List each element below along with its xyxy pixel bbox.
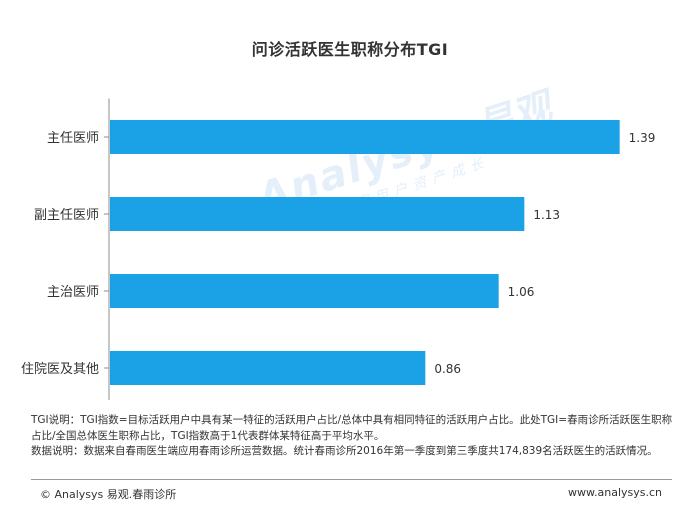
data-note: 数据说明：数据来自春雨医生端应用春雨诊所运营数据。统计春雨诊所2016年第一季度…: [31, 445, 658, 457]
bar-value-label: 1.39: [629, 131, 656, 145]
bar-value-label: 1.13: [533, 208, 560, 222]
chart-notes: TGI说明：TGI指数=目标活跃用户中具有某一特征的活跃用户占比/总体中具有相同…: [31, 413, 676, 460]
footer-divider: [31, 479, 672, 480]
y-tick-label: 主任医师: [47, 131, 99, 146]
footer-website[interactable]: www.analysys.cn: [568, 486, 662, 499]
bar: [110, 120, 620, 154]
bar: [110, 351, 426, 385]
footer-copyright: © Analysys 易观.春雨诊所: [40, 488, 177, 501]
chart-title: 问诊活跃医生职称分布TGI: [251, 40, 449, 59]
bar-value-label: 0.86: [434, 362, 461, 376]
bar-value-label: 1.06: [508, 285, 535, 299]
bar-chart: 主任医师 1.39 副主任医师 1.13 主治医师 1.06 住院医及其他 0.86: [21, 98, 656, 400]
bar: [110, 197, 525, 231]
y-tick-label: 住院医及其他: [21, 362, 99, 377]
y-tick-label: 主治医师: [47, 285, 99, 300]
y-tick-label: 副主任医师: [34, 208, 99, 223]
bar: [110, 274, 499, 308]
tgi-note: TGI说明：TGI指数=目标活跃用户中具有某一特征的活跃用户占比/总体中具有相同…: [31, 414, 673, 442]
